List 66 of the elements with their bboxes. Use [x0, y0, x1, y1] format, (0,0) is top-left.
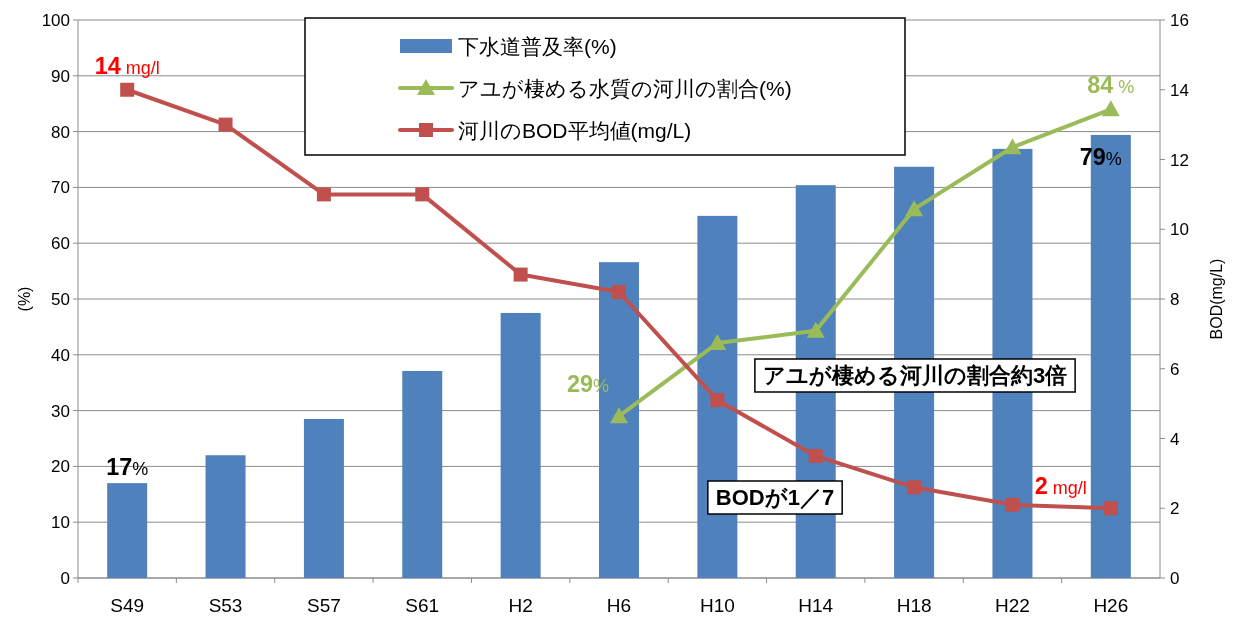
y-tick-label: 90 [51, 66, 70, 86]
bar [107, 483, 148, 578]
data-label: 17% [106, 454, 149, 481]
point [1101, 100, 1120, 117]
y2-axis-title: BOD(mg/L) [1208, 258, 1225, 340]
bar [500, 312, 541, 578]
legend-label: 下水道普及率(%) [458, 35, 617, 58]
y-tick-label: 50 [51, 290, 70, 309]
y-tick-label: 0 [60, 569, 70, 588]
x-tick-label: H26 [1093, 595, 1129, 616]
point [120, 82, 135, 97]
point [905, 200, 924, 217]
annotation: BODが1／7 [707, 480, 843, 515]
point [907, 480, 922, 495]
data-label: 2 mg/l [1034, 473, 1087, 500]
y-axis-title: (%) [16, 286, 33, 312]
y2-tick-label: 4 [1170, 429, 1180, 449]
legend-label: 河川のBOD平均値(mg/L) [458, 119, 692, 142]
x-tick-label: H18 [896, 595, 932, 616]
y-tick-label: 80 [51, 122, 70, 142]
annotation: アユが棲める河川の割合約3倍 [762, 363, 1068, 388]
y-tick-label: 60 [51, 234, 70, 254]
x-tick-label: S53 [208, 595, 243, 616]
bar [402, 370, 443, 578]
annotation: BODが1／7 [715, 485, 835, 510]
y-tick-label: 40 [51, 345, 70, 365]
data-label: 84 % [1087, 72, 1135, 99]
y2-tick-label: 14 [1170, 80, 1189, 100]
point [316, 187, 331, 202]
point [1003, 138, 1022, 155]
point [708, 334, 727, 351]
y-tick-label: 20 [51, 457, 70, 477]
point [610, 407, 628, 424]
x-tick-label: H22 [995, 595, 1030, 616]
point [808, 448, 823, 463]
point [513, 267, 528, 282]
y2-tick-label: 10 [1170, 220, 1189, 240]
y-tick-label: 70 [51, 178, 70, 198]
y2-tick-label: 2 [1170, 499, 1180, 519]
y2-tick-label: 8 [1170, 290, 1180, 309]
x-tick-label: H6 [606, 595, 632, 616]
point [806, 321, 825, 338]
x-tick-label: H2 [508, 595, 533, 616]
y-tick-label: 10 [51, 513, 70, 533]
annotation: アユが棲める河川の割合約3倍 [754, 358, 1076, 393]
y-tick-label: 30 [51, 401, 70, 421]
point [710, 393, 725, 408]
point [218, 117, 233, 132]
y2-tick-label: 6 [1170, 359, 1180, 379]
x-tick-label: H14 [798, 595, 834, 616]
data-label: 14 mg/l [94, 52, 160, 79]
point [612, 285, 626, 300]
point [415, 187, 430, 202]
x-tick-label: S61 [405, 595, 440, 616]
y2-tick-label: 12 [1170, 150, 1189, 170]
point [1005, 497, 1020, 512]
bar [303, 418, 344, 578]
y2-tick-label: 16 [1170, 11, 1189, 30]
x-tick-label: S49 [110, 595, 145, 616]
x-tick-label: H10 [699, 595, 735, 616]
x-tick-label: S57 [307, 595, 341, 616]
legend-label: アユが棲める水質の河川の割合(%) [458, 77, 792, 100]
y2-tick-label: 0 [1170, 569, 1180, 588]
y-tick-label: 100 [41, 11, 70, 30]
bar [205, 455, 246, 578]
point [1103, 501, 1118, 516]
